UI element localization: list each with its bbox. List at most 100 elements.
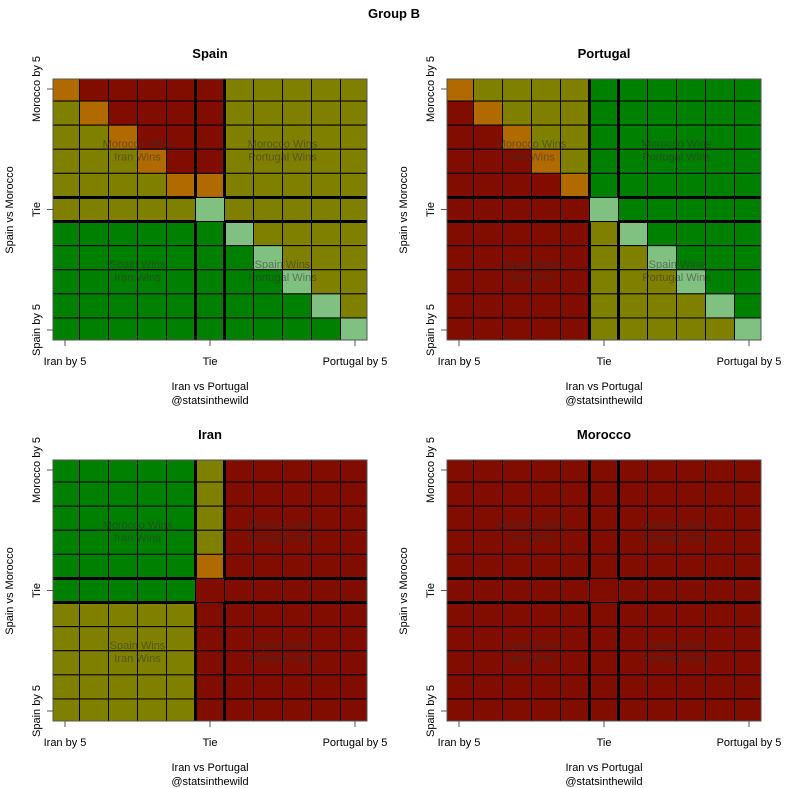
heatmap-cell xyxy=(340,674,367,700)
heatmap-cell xyxy=(502,698,532,721)
heatmap-cell xyxy=(282,196,312,223)
heatmap-cell xyxy=(676,148,706,174)
heatmap-cell xyxy=(253,650,283,676)
heatmap-cell xyxy=(734,269,761,295)
heatmap-cell xyxy=(195,529,225,555)
heatmap-cell xyxy=(340,172,367,198)
heatmap-cell xyxy=(53,317,80,340)
heatmap-cell xyxy=(502,172,532,198)
heatmap-cell xyxy=(224,674,254,700)
heatmap-cell xyxy=(79,221,109,247)
heatmap-cell xyxy=(340,269,367,295)
heatmap-cell xyxy=(166,602,196,628)
heatmap-cell xyxy=(108,553,138,579)
heatmap-cell xyxy=(79,674,109,700)
y-tick-label: Tie xyxy=(31,583,43,598)
heatmap-cell xyxy=(734,245,761,271)
heatmap-cell xyxy=(447,293,474,319)
heatmap-cell xyxy=(311,245,341,271)
heatmap-cell xyxy=(253,221,283,247)
heatmap-cell xyxy=(311,221,341,247)
heatmap-cell xyxy=(676,481,706,507)
heatmap-cell xyxy=(676,317,706,340)
quadrant-label: Morocco Wins xyxy=(642,519,712,531)
heatmap-cell xyxy=(676,505,706,531)
credit-label: @statsinthewild xyxy=(565,395,642,407)
heatmap-cell xyxy=(282,602,312,628)
panel-title: Morocco xyxy=(577,427,631,442)
heatmap-cell xyxy=(531,553,561,579)
heatmap-cell xyxy=(195,124,225,150)
heatmap-cell xyxy=(137,698,167,721)
heatmap-cell xyxy=(340,460,367,483)
heatmap-cell xyxy=(340,553,367,579)
heatmap-cell xyxy=(531,529,561,555)
heatmap-cell xyxy=(531,626,561,652)
y-tick-label: Morocco by 5 xyxy=(425,56,437,122)
heatmap-cell xyxy=(166,293,196,319)
heatmap-cell xyxy=(253,172,283,198)
heatmap-cell xyxy=(224,626,254,652)
heatmap-cell xyxy=(589,100,619,126)
quadrant-label: Iran Wins xyxy=(114,272,161,284)
heatmap-cell xyxy=(282,674,312,700)
heatmap-cell xyxy=(79,79,109,102)
cell-group xyxy=(447,460,761,721)
heatmap-cell xyxy=(734,602,761,628)
quadrant-label: Portugal Wins xyxy=(642,653,711,665)
heatmap-cell xyxy=(705,674,735,700)
heatmap-cell xyxy=(618,293,648,319)
heatmap-cell xyxy=(502,100,532,126)
heatmap-cell xyxy=(473,460,503,483)
heatmap-cell xyxy=(502,293,532,319)
heatmap-cell xyxy=(473,172,503,198)
x-tick-label: Tie xyxy=(203,737,218,749)
heatmap-cell xyxy=(253,124,283,150)
heatmap-cell xyxy=(589,148,619,174)
heatmap-cell xyxy=(195,460,225,483)
heatmap-cell xyxy=(447,626,474,652)
heatmap-cell xyxy=(340,650,367,676)
heatmap-cell xyxy=(137,602,167,628)
heatmap-cell xyxy=(282,124,312,150)
heatmap-cell xyxy=(195,602,225,628)
heatmap-cell xyxy=(53,221,80,247)
heatmap-cell xyxy=(589,317,619,340)
heatmap-cell xyxy=(647,529,677,555)
panel-morocco: Morocco Morocco Wins Iran Wins Morocco Wins… xyxy=(394,381,788,788)
heatmap-cell xyxy=(734,196,761,223)
heatmap-cell xyxy=(108,221,138,247)
quadrant-label: Morocco Wins xyxy=(497,138,567,150)
x-tick-label: Tie xyxy=(203,356,218,368)
heatmap-cell xyxy=(473,221,503,247)
heatmap-cell xyxy=(53,481,80,507)
y-tick-label: Morocco by 5 xyxy=(31,437,43,503)
heatmap-cell xyxy=(502,124,532,150)
quadrant-label: Morocco Wins xyxy=(497,519,567,531)
heatmap-cell xyxy=(253,626,283,652)
heatmap-cell xyxy=(560,245,590,271)
heatmap-cell xyxy=(137,317,167,340)
heatmap-cell xyxy=(531,245,561,271)
heatmap-cell xyxy=(531,100,561,126)
heatmap-cell xyxy=(79,196,109,223)
heatmap-cell xyxy=(195,674,225,700)
heatmap-cell xyxy=(253,698,283,721)
heatmap-cell xyxy=(447,79,474,102)
heatmap-cell xyxy=(166,650,196,676)
heatmap-cell xyxy=(560,698,590,721)
heatmap-cell xyxy=(705,293,735,319)
x-tick-label: Portugal by 5 xyxy=(717,356,782,368)
heatmap-cell xyxy=(311,481,341,507)
heatmap-cell xyxy=(166,481,196,507)
heatmap-cell xyxy=(166,100,196,126)
heatmap-cell xyxy=(473,650,503,676)
heatmap-cell xyxy=(676,602,706,628)
heatmap-cell xyxy=(195,317,225,340)
heatmap-cell xyxy=(311,269,341,295)
heatmap-cell xyxy=(676,100,706,126)
heatmap-cell xyxy=(224,79,254,102)
heatmap-cell xyxy=(705,650,735,676)
heatmap-cell xyxy=(108,245,138,271)
